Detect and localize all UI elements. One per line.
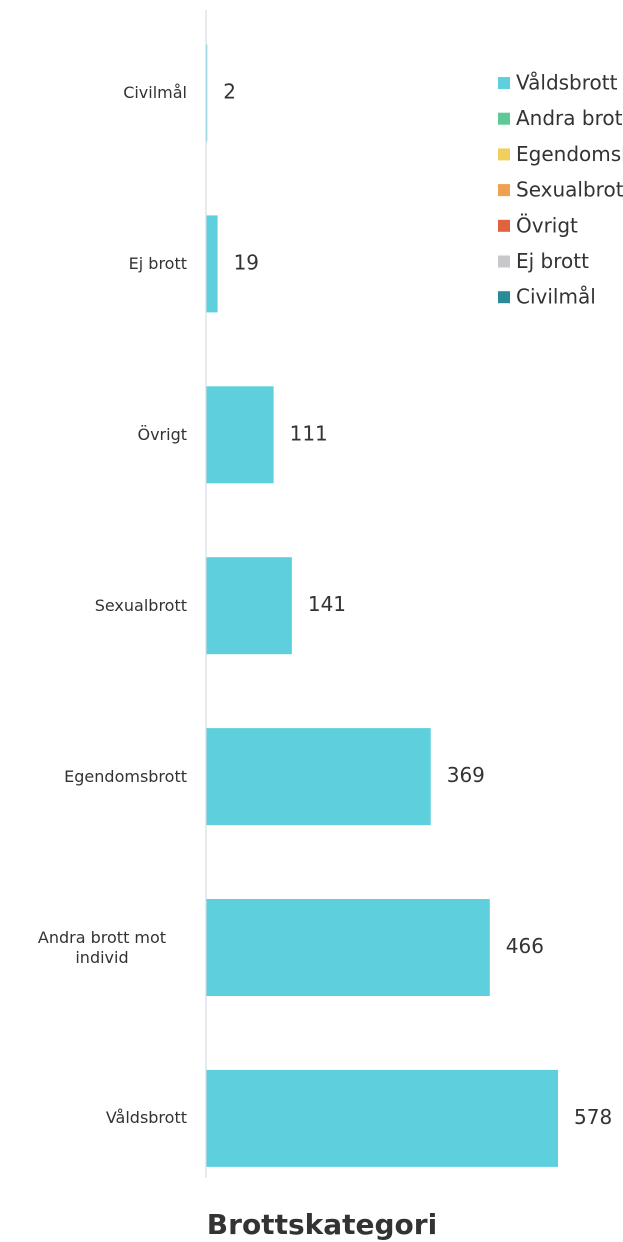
legend-label: Civilmål: [516, 285, 596, 309]
y-tick-label: Övrigt: [137, 424, 187, 444]
bar: [206, 215, 218, 313]
category-label-box: Civilmål: [7, 83, 187, 103]
legend-label: Övrigt: [516, 213, 578, 237]
category-label-box: Sexualbrott: [7, 596, 187, 616]
legend-swatch: [498, 255, 510, 268]
bar: [206, 44, 208, 142]
legend-swatch: [498, 112, 510, 125]
y-tick-label: Ej brott: [128, 253, 187, 273]
data-label: 578: [574, 1105, 612, 1129]
bar: [206, 728, 431, 826]
y-tick-label: Civilmål: [123, 83, 187, 102]
legend-swatch: [498, 148, 510, 161]
category-label-box: Andra brott mot individ: [7, 928, 187, 968]
legend-swatch: [498, 291, 510, 304]
bar: [206, 386, 274, 484]
category-label-box: Våldsbrott: [7, 1108, 187, 1128]
legend-swatch: [498, 184, 510, 197]
data-label: 2: [223, 80, 236, 104]
y-tick-label: Andra brott mot individ: [37, 927, 167, 967]
data-label: 369: [447, 763, 485, 787]
legend-label: Andra brott mot individ: [516, 106, 623, 130]
y-tick-label: Egendomsbrott: [64, 766, 187, 786]
legend-label: Våldsbrott: [516, 71, 618, 95]
chart-title: Brottskategori: [207, 1208, 437, 1241]
legend-swatch: [498, 219, 510, 232]
legend-label: Sexualbrott: [516, 178, 623, 202]
y-tick-label: Sexualbrott: [94, 595, 187, 615]
y-tick-label: Våldsbrott: [105, 1108, 187, 1128]
category-label-box: Övrigt: [7, 425, 187, 445]
data-label: 141: [308, 592, 346, 616]
data-label: 19: [234, 250, 259, 274]
legend-label: Ej brott: [516, 249, 589, 273]
bar: [206, 1069, 558, 1167]
data-label: 466: [506, 934, 544, 958]
legend-swatch: [498, 77, 510, 89]
bar: [206, 899, 490, 996]
bar: [206, 557, 292, 655]
category-label-box: Egendomsbrott: [7, 767, 187, 787]
category-label-box: Ej brott: [7, 254, 187, 274]
legend-label: Egendomsbrott: [516, 142, 623, 166]
data-label: 111: [290, 421, 328, 445]
